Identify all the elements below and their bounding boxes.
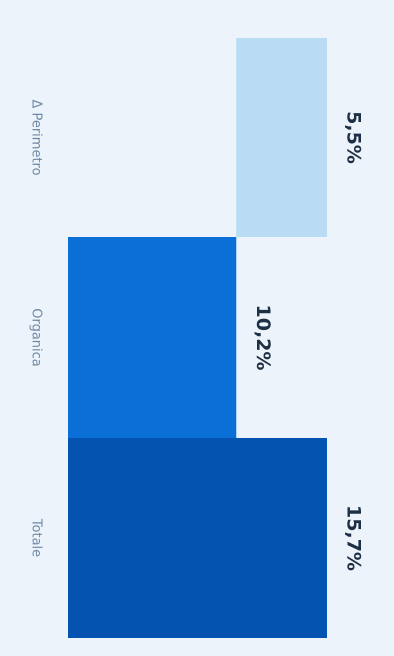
category-label-2: Totale [29,518,44,557]
bar-0 [236,38,327,237]
category-label-0: Δ Perimetro [29,99,44,175]
value-label-1: 10,2% [252,305,274,371]
category-label-1: Organica [29,308,44,367]
bar-1 [68,237,237,438]
value-label-0: 5,5% [343,111,365,164]
bar-2 [68,438,327,638]
value-label-2: 15,7% [343,505,365,571]
